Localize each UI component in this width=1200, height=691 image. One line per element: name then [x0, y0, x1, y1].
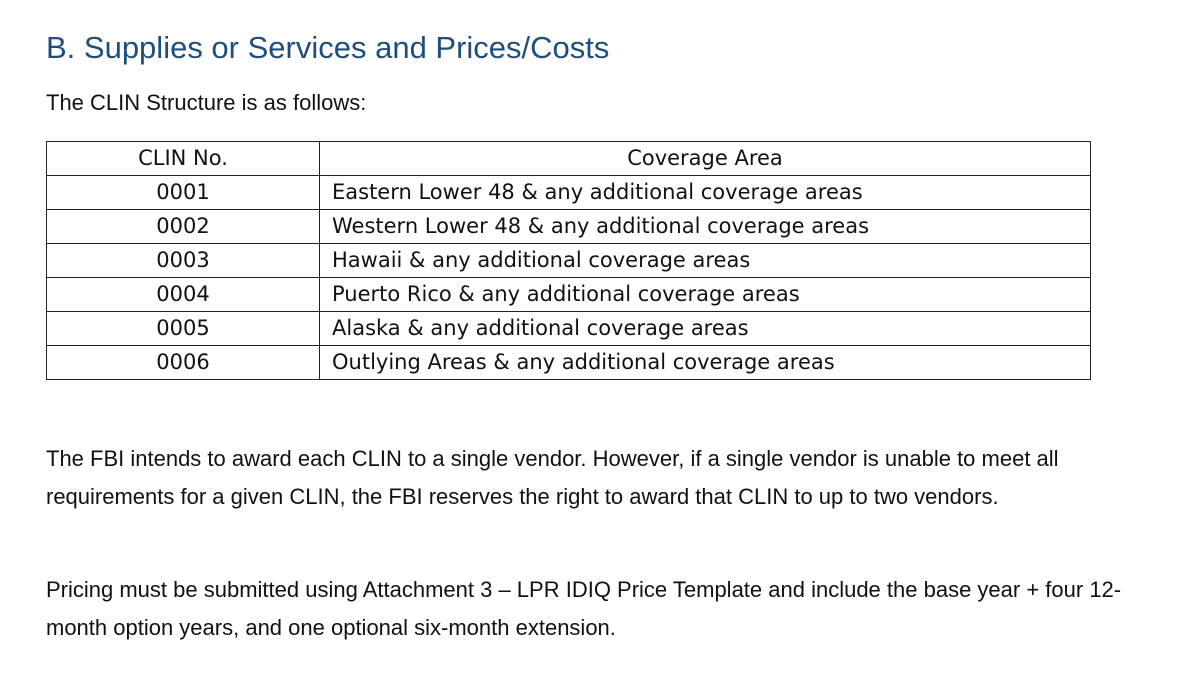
pricing-paragraph: Pricing must be submitted using Attachme…: [46, 577, 1122, 640]
intro-text: The CLIN Structure is as follows:: [46, 90, 367, 115]
coverage-area: Outlying Areas & any additional coverage…: [319, 345, 1091, 380]
header-clin-no: CLIN No.: [46, 141, 320, 176]
table-row: 0006 Outlying Areas & any additional cov…: [46, 345, 1091, 380]
header-coverage-area: Coverage Area: [319, 141, 1091, 176]
section-heading: B. Supplies or Services and Prices/Costs: [46, 30, 610, 65]
table-row: 0003 Hawaii & any additional coverage ar…: [46, 243, 1091, 278]
table-row: 0001 Eastern Lower 48 & any additional c…: [46, 175, 1091, 210]
coverage-area: Alaska & any additional coverage areas: [319, 311, 1091, 346]
table-header-row: CLIN No. Coverage Area: [46, 141, 1091, 176]
clin-number: 0006: [46, 345, 320, 380]
coverage-area: Puerto Rico & any additional coverage ar…: [319, 277, 1091, 312]
coverage-area: Hawaii & any additional coverage areas: [319, 243, 1091, 278]
clin-number: 0001: [46, 175, 320, 210]
clin-number: 0004: [46, 277, 320, 312]
table-row: 0002 Western Lower 48 & any additional c…: [46, 209, 1091, 244]
coverage-area: Eastern Lower 48 & any additional covera…: [319, 175, 1091, 210]
table-row: 0004 Puerto Rico & any additional covera…: [46, 277, 1091, 312]
coverage-area: Western Lower 48 & any additional covera…: [319, 209, 1091, 244]
clin-number: 0002: [46, 209, 320, 244]
award-paragraph: The FBI intends to award each CLIN to a …: [46, 446, 1059, 509]
table-row: 0005 Alaska & any additional coverage ar…: [46, 311, 1091, 346]
clin-number: 0003: [46, 243, 320, 278]
clin-table: CLIN No. Coverage Area 0001 Eastern Lowe…: [46, 141, 1091, 380]
clin-number: 0005: [46, 311, 320, 346]
